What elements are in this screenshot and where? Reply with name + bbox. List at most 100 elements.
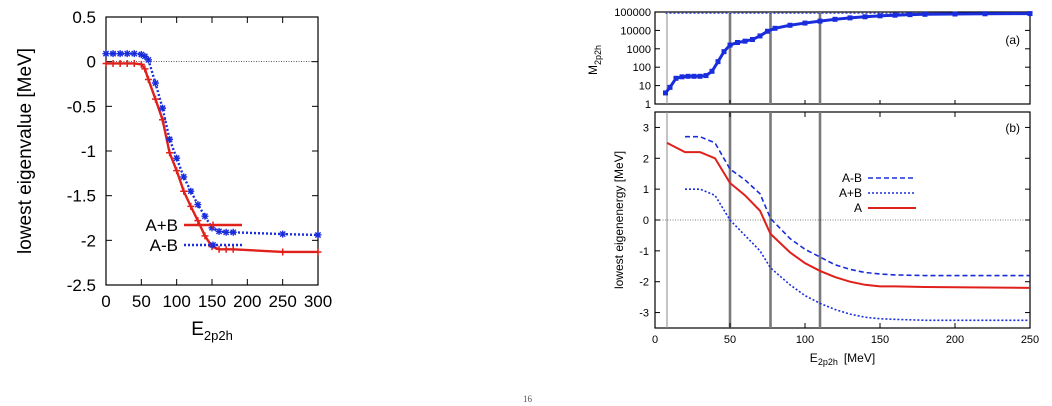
left-data-point bbox=[151, 95, 159, 103]
left-data-point bbox=[215, 245, 223, 253]
right-top-data-point bbox=[922, 11, 928, 17]
right-top-data-point bbox=[667, 84, 673, 90]
right-bottom-panel-label: (b) bbox=[1005, 121, 1020, 135]
left-y-tick-label: -1 bbox=[81, 142, 96, 161]
left-data-point bbox=[222, 228, 230, 236]
right-top-data-point bbox=[663, 90, 668, 96]
right-top-data-point bbox=[685, 73, 691, 79]
right-bottom-y-tick-label: -3 bbox=[639, 308, 649, 320]
left-legend-label: A-B bbox=[150, 236, 178, 255]
right-top-data-point bbox=[817, 18, 823, 24]
right-top-data-point bbox=[742, 38, 748, 44]
right-top-data-point bbox=[757, 33, 763, 39]
left-data-point bbox=[194, 217, 202, 225]
right-bottom-y-axis-label: lowest eigenenergy [MeV] bbox=[612, 151, 626, 289]
right-top-data-point bbox=[772, 25, 778, 31]
left-y-tick-label: -2 bbox=[81, 231, 96, 250]
right-top-data-point bbox=[862, 14, 868, 20]
left-data-point bbox=[102, 50, 110, 58]
right-top-data-point bbox=[907, 12, 913, 18]
right-bottom-y-tick-label: 0 bbox=[643, 215, 649, 227]
left-data-point bbox=[130, 59, 138, 67]
left-x-tick-label: 250 bbox=[268, 292, 296, 311]
right-top-y-tick-label: 1000 bbox=[627, 44, 651, 56]
right-bottom-x-tick-label: 50 bbox=[724, 334, 736, 346]
left-data-point bbox=[166, 149, 174, 157]
right-top-data-point bbox=[691, 73, 697, 79]
left-data-point bbox=[109, 59, 117, 67]
left-data-point bbox=[194, 201, 202, 209]
left-x-tick-label: 50 bbox=[132, 292, 151, 311]
left-data-point bbox=[187, 187, 195, 195]
right-top-data-point bbox=[703, 73, 709, 79]
left-y-tick-label: -1.5 bbox=[67, 187, 96, 206]
left-data-point bbox=[215, 227, 223, 235]
left-data-point bbox=[130, 50, 138, 58]
right-top-data-point bbox=[802, 20, 808, 26]
right-bottom-x-tick-label: 100 bbox=[796, 334, 814, 346]
left-legend-marker bbox=[209, 221, 217, 229]
left-data-point bbox=[137, 60, 145, 68]
right-top-data-point bbox=[982, 11, 988, 17]
left-y-tick-label: 0.5 bbox=[72, 8, 96, 27]
left-data-point bbox=[208, 224, 216, 232]
left-y-tick-label: -2.5 bbox=[67, 276, 96, 295]
right-top-y-tick-label: 1 bbox=[645, 99, 651, 111]
right-top-plot-frame bbox=[654, 11, 1031, 105]
left-x-tick-label: 0 bbox=[101, 292, 110, 311]
right-top-data-point bbox=[952, 11, 958, 17]
right-top-data-point bbox=[877, 13, 883, 19]
left-data-point bbox=[173, 154, 181, 162]
right-bottom-x-axis-label: E2p2h [MeV] bbox=[810, 351, 875, 367]
left-x-tick-label: 200 bbox=[233, 292, 261, 311]
left-data-point bbox=[180, 187, 188, 195]
left-chart-panel: 0 50 100 150 200 250 300 0.5 0 -0.5 -1 -1.5 -2 -2.5 lo… bbox=[15, 8, 332, 343]
left-legend-marker bbox=[209, 241, 217, 249]
right-top-series-line bbox=[664, 12, 1031, 94]
left-data-point bbox=[173, 167, 181, 175]
right-top-data-point bbox=[832, 16, 838, 22]
right-bottom-series-line bbox=[685, 135, 1030, 277]
left-data-point bbox=[159, 104, 167, 112]
right-bottom-y-tick-label: -1 bbox=[639, 246, 649, 258]
right-top-data-point bbox=[727, 42, 733, 48]
right-bottom-x-tick-label: 200 bbox=[946, 334, 964, 346]
left-data-point bbox=[159, 116, 167, 124]
left-data-point bbox=[116, 50, 124, 58]
left-data-point bbox=[141, 52, 149, 60]
right-bottom-chart-panel: 0 50 100 150 200 250 3 2 1 0 -1 -2 -3 (b) lowest eigen… bbox=[612, 111, 1039, 367]
right-bottom-legend-label: A-B bbox=[842, 171, 862, 185]
right-top-data-point bbox=[765, 28, 770, 34]
left-data-point bbox=[279, 248, 287, 256]
left-data-point bbox=[187, 202, 195, 210]
left-data-point bbox=[102, 59, 110, 67]
left-y-tick-label: 0 bbox=[87, 53, 96, 72]
right-top-data-point bbox=[697, 73, 703, 79]
right-top-data-point bbox=[721, 49, 727, 55]
right-bottom-legend-label: A bbox=[854, 201, 862, 215]
right-bottom-y-tick-label: 2 bbox=[643, 153, 649, 165]
right-top-data-point bbox=[709, 68, 715, 74]
left-series-line bbox=[106, 62, 318, 254]
right-top-y-tick-label: 10000 bbox=[620, 25, 651, 37]
left-data-point bbox=[144, 76, 152, 84]
right-top-data-point bbox=[673, 75, 679, 81]
right-bottom-y-tick-label: 1 bbox=[643, 184, 649, 196]
left-x-tick-label: 150 bbox=[198, 292, 226, 311]
right-bottom-y-tick-label: 3 bbox=[643, 122, 649, 134]
left-data-point bbox=[166, 135, 174, 143]
right-bottom-x-tick-label: 0 bbox=[652, 334, 658, 346]
left-data-point bbox=[279, 230, 287, 238]
right-top-y-tick-label: 10 bbox=[639, 81, 651, 93]
right-top-data-point bbox=[735, 39, 740, 45]
right-top-data-point bbox=[715, 59, 721, 65]
right-bottom-legend-label: A+B bbox=[839, 186, 862, 200]
left-data-point bbox=[123, 59, 131, 67]
right-top-y-tick-label: 100000 bbox=[614, 7, 651, 19]
left-data-point bbox=[144, 56, 152, 64]
left-data-point bbox=[116, 59, 124, 67]
left-data-point bbox=[123, 50, 131, 58]
left-y-tick-label: -0.5 bbox=[67, 97, 96, 116]
right-bottom-series-line bbox=[666, 141, 1031, 289]
right-top-data-point bbox=[679, 74, 685, 80]
